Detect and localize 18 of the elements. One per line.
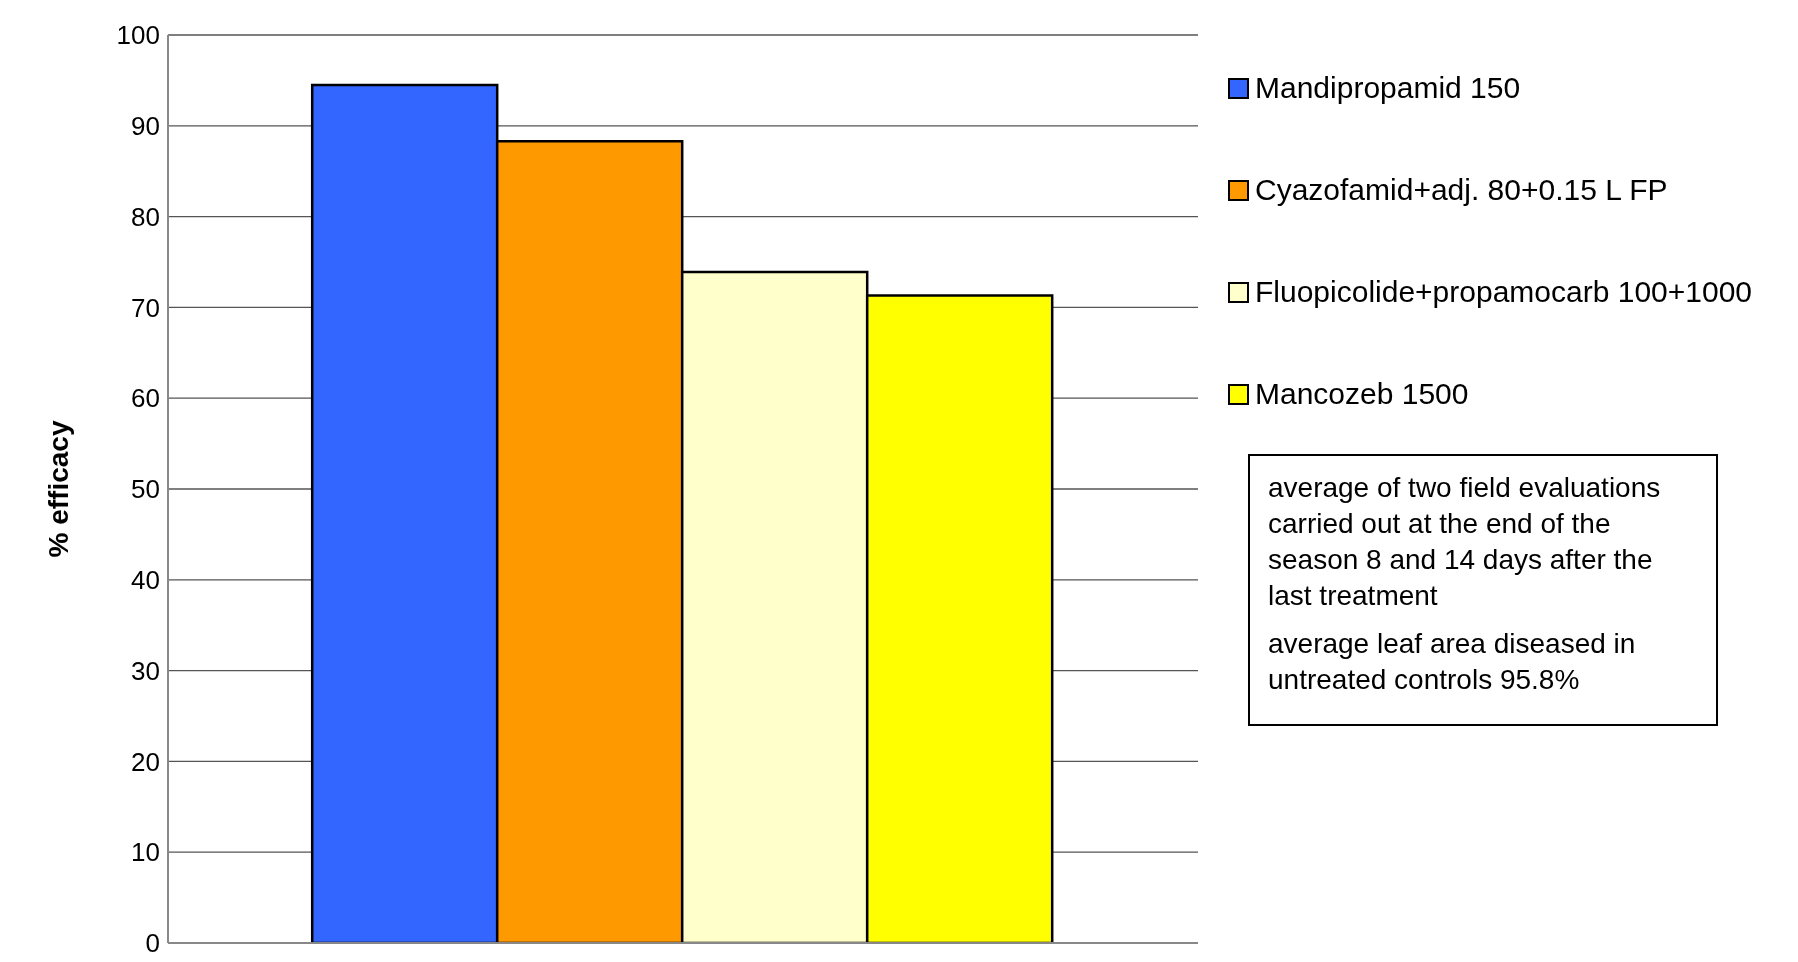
y-tick-label: 100 [116,20,160,51]
text: average of two field evaluations carried out at the end of the season 8 and 14 days after the last treatment [1268,471,1662,613]
legend-label: Mancozeb 1500 [1255,376,1469,412]
y-tick-label: 40 [131,565,160,596]
legend-label: Cyazofamid+adj. 80+0.15 L FP [1255,172,1668,208]
y-axis-title: % efficacy [42,420,74,558]
y-tick-label: 60 [131,383,160,414]
y-tick-label: 70 [131,292,160,323]
legend-label: Fluopicolide+propamocarb 100+1000 [1255,274,1753,310]
y-tick-label: 10 [131,837,160,868]
y-tick-label: 30 [131,655,160,686]
legend-label: Mandipropamid 150 [1255,70,1521,106]
y-tick-label: 50 [131,474,160,505]
text: average leaf area diseased in untreated controls 95.8% [1268,627,1637,697]
y-tick-label: 20 [131,746,160,777]
y-tick-label: 80 [131,201,160,232]
y-tick-label: 0 [145,928,160,959]
y-tick-label: 90 [131,111,160,142]
